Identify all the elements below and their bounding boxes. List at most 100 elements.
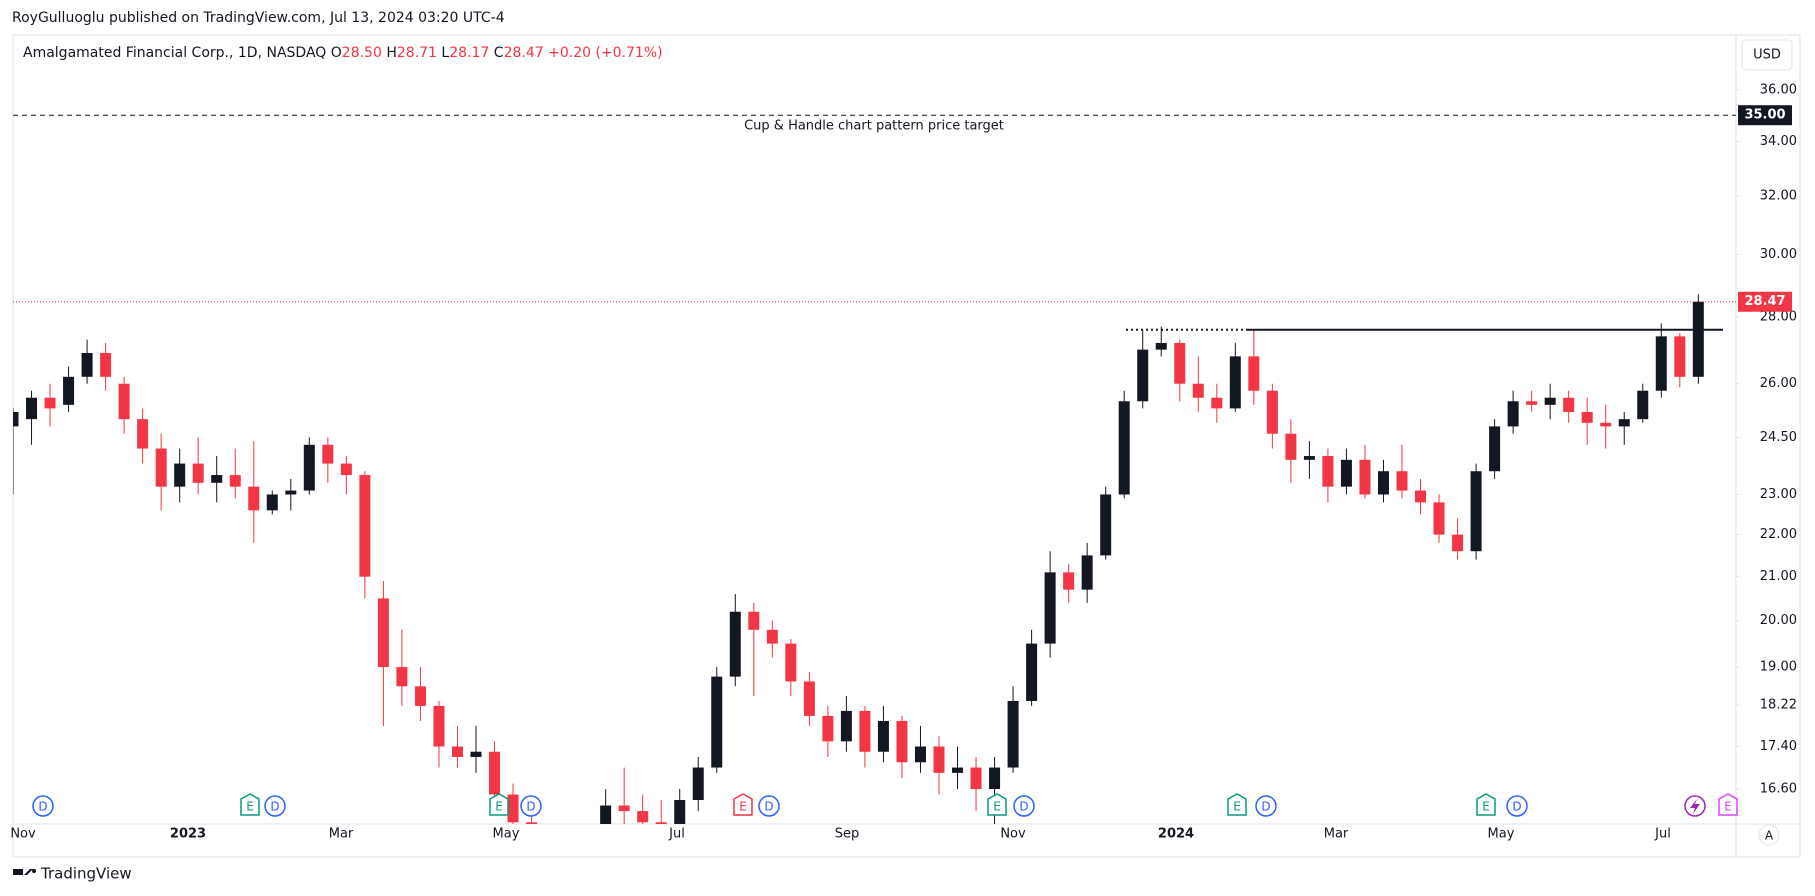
candle-body — [766, 629, 778, 644]
change: +0.20 (+0.71%) — [548, 45, 663, 61]
ohlc-key: L — [441, 45, 450, 61]
candle-body — [637, 811, 649, 823]
candle-body — [859, 710, 871, 752]
candle-body — [489, 751, 501, 795]
candle-body — [582, 845, 593, 863]
candle-body — [340, 463, 352, 476]
candle-body — [81, 352, 93, 377]
candle-body — [1692, 301, 1704, 377]
candle-body — [303, 444, 315, 491]
candle-body — [563, 863, 574, 881]
candle-body — [1007, 700, 1019, 768]
y-tick-label: 28.00 — [1760, 309, 1797, 324]
y-tick-label: 23.00 — [1760, 487, 1797, 502]
candle-body — [674, 799, 686, 824]
x-tick-label: Mar — [329, 827, 354, 842]
candle-body — [655, 822, 667, 824]
event-badge — [1255, 795, 1277, 817]
candle-body — [1563, 397, 1575, 412]
event-label: D — [38, 800, 47, 814]
candle-body — [1285, 433, 1297, 460]
x-tick-label: Sep — [835, 827, 860, 842]
candle-body — [1063, 572, 1075, 590]
candle-body — [1618, 419, 1630, 427]
candle-body — [1026, 643, 1038, 701]
candle-body — [600, 805, 612, 824]
candle-body — [266, 494, 278, 511]
candle-body — [877, 720, 889, 752]
event-badge — [1506, 795, 1528, 817]
candle-body — [1600, 422, 1612, 427]
candle-body — [1377, 471, 1389, 495]
candle-body — [526, 822, 538, 824]
candle-body — [1452, 534, 1464, 552]
x-tick-label: Jul — [668, 827, 685, 842]
candle-body — [1359, 459, 1371, 495]
candle-body — [13, 411, 19, 427]
scale-mode[interactable]: A — [1765, 829, 1774, 843]
candle-body — [359, 475, 371, 577]
y-tick-label: 18.22 — [1760, 697, 1797, 712]
candle-body — [803, 681, 815, 716]
candle-body — [989, 767, 1001, 790]
event-label: D — [270, 800, 279, 814]
candle-body — [118, 383, 130, 420]
candle-body — [1674, 336, 1686, 377]
candle-body — [377, 598, 389, 668]
candle-body — [1155, 342, 1167, 350]
candle-body — [618, 805, 630, 812]
y-tick-label: 30.00 — [1760, 247, 1797, 262]
scale-mode-button[interactable] — [1758, 824, 1780, 846]
y-tick-label: 21.00 — [1760, 569, 1797, 584]
event-badge — [1013, 795, 1035, 817]
y-tick-label: 36.00 — [1760, 82, 1797, 97]
candle-body — [451, 746, 463, 757]
event-label: D — [1512, 800, 1521, 814]
event-badge — [987, 793, 1007, 816]
candle-body — [414, 686, 426, 706]
candle-body — [970, 767, 982, 790]
event-badge — [520, 795, 542, 817]
candle-body — [1211, 397, 1223, 409]
ohlc-value: 28.47 — [503, 45, 544, 61]
currency[interactable]: USD — [1753, 48, 1781, 63]
brand: TradingView — [40, 865, 132, 883]
symbol: Amalgamated Financial Corp., 1D, NASDAQ — [23, 45, 327, 61]
x-tick-label: 2023 — [170, 827, 206, 842]
ohlc-value: 28.17 — [449, 45, 490, 61]
candle-body — [229, 475, 241, 487]
last-price-box — [1738, 291, 1792, 312]
event-label: D — [1019, 800, 1028, 814]
candle-body — [914, 746, 926, 763]
event-label: E — [1233, 800, 1241, 814]
y-tick-label: 19.00 — [1760, 660, 1797, 675]
candle-body — [1248, 356, 1260, 391]
target-price-label: 35.00 — [1744, 108, 1785, 123]
candle-body — [137, 419, 149, 449]
target-annotation: Cup & Handle chart pattern price target — [744, 119, 1004, 134]
event-badge — [32, 795, 54, 817]
y-tick-label: 34.00 — [1760, 134, 1797, 149]
candle-body — [248, 486, 260, 511]
candle-body — [174, 463, 186, 487]
candle-body — [100, 352, 112, 377]
x-tick-label: Nov — [1000, 827, 1026, 842]
candle-body — [1433, 502, 1445, 535]
candle-body — [211, 475, 223, 483]
y-tick-label: 22.00 — [1760, 527, 1797, 542]
candle-body — [285, 490, 297, 495]
event-label: E — [739, 800, 747, 814]
candle-body — [729, 611, 741, 677]
currency-box[interactable] — [1741, 39, 1793, 71]
candle-body — [1229, 356, 1241, 409]
attribution: RoyGulluoglu published on TradingView.co… — [12, 10, 505, 26]
alert-bolt — [1690, 799, 1700, 814]
y-tick-label: 24.50 — [1760, 430, 1797, 445]
y-tick-label: 17.40 — [1760, 739, 1797, 754]
plot — [13, 294, 1704, 881]
ohlc-key: H — [386, 45, 397, 61]
event-label: E — [495, 800, 503, 814]
event-label: E — [246, 800, 254, 814]
